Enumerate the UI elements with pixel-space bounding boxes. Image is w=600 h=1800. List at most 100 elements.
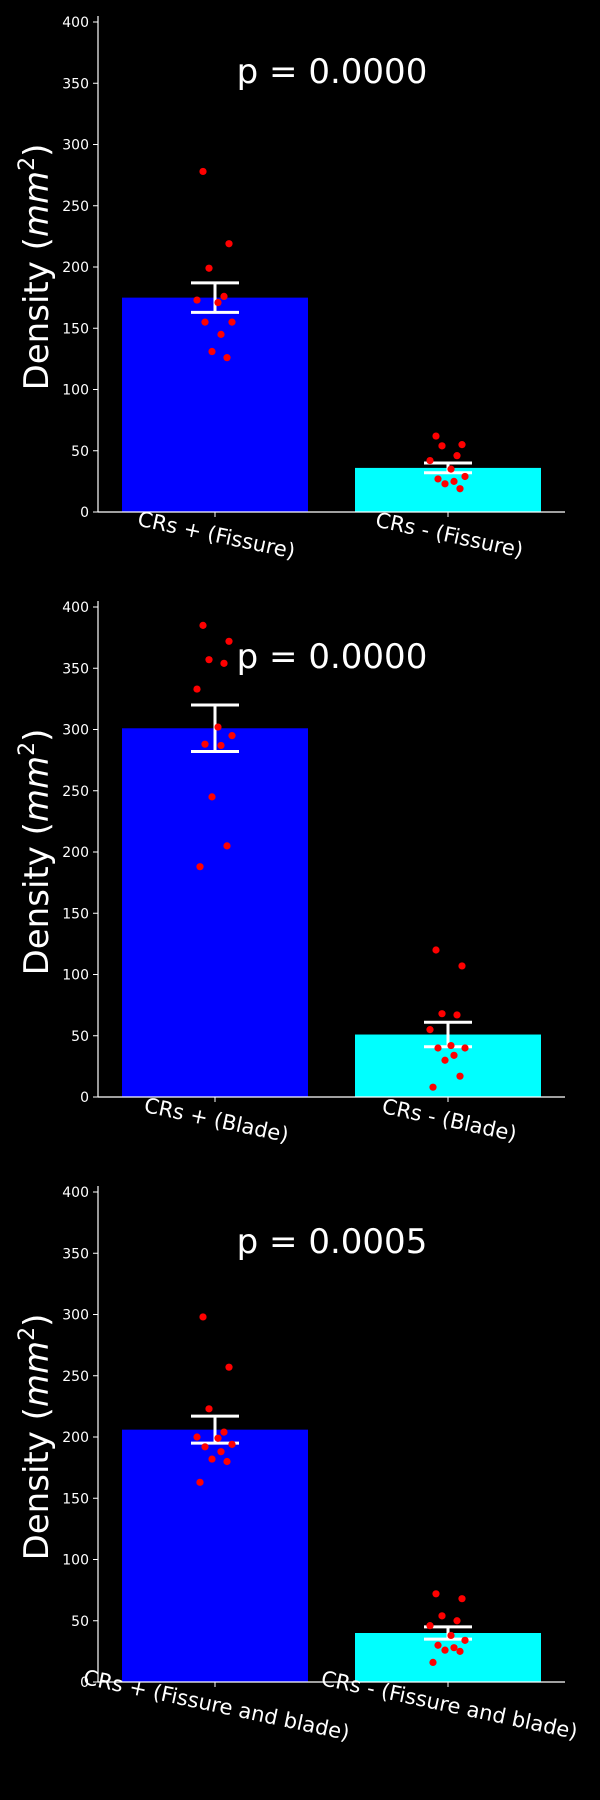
data-point [456,1647,464,1655]
y-tick-label: 350 [62,661,89,677]
data-point [458,962,466,970]
data-point [201,318,209,326]
points-series-1 [193,621,236,871]
x-tick-label: CRs + (Fissure) [136,507,298,564]
y-tick-label: 150 [62,906,89,922]
bar-1 [122,728,308,1097]
y-tick-label: 250 [62,1369,89,1385]
data-point [438,1612,446,1620]
points-series-2 [426,432,469,493]
data-point [429,1083,437,1091]
data-point [447,1631,455,1640]
data-point [223,354,231,362]
data-point [456,1072,464,1080]
data-point [228,1440,236,1448]
y-tick-label: 0 [80,505,89,521]
data-point [426,1622,434,1630]
p-value-annotation: p = 0.0005 [237,1222,428,1262]
data-point [426,1026,434,1034]
x-tick-label: CRs - (Blade) [380,1094,519,1146]
data-point [208,347,216,356]
bar-1 [122,1429,308,1682]
data-point [208,793,216,801]
bar-1 [122,297,308,512]
p-value-annotation: p = 0.0000 [237,637,428,677]
y-axis-label: Density (mm2) [15,1314,57,1561]
data-point [432,432,440,440]
y-tick-label: 400 [62,600,89,616]
data-point [450,1644,458,1652]
points-series-2 [426,1590,469,1666]
data-point [205,1405,213,1413]
data-point [461,1044,469,1052]
bar-2 [355,467,541,512]
y-tick-label: 0 [80,1675,89,1691]
data-point [196,1478,204,1486]
data-point [438,442,446,450]
data-point [453,452,461,460]
points-series-1 [193,167,236,362]
y-tick-label: 200 [62,1430,89,1446]
y-tick-label: 250 [62,199,89,215]
data-point [214,1434,222,1442]
data-point [225,240,233,248]
data-point [205,264,213,272]
error-bar-1 [191,281,239,314]
y-tick-label: 150 [62,1491,89,1507]
data-point [429,1658,437,1666]
chart-panel-1: 0 50 100 150 200 250 300 350 400 CRs + (Fissure) C… [15,15,565,564]
data-point [434,475,442,483]
data-point [453,1011,461,1019]
data-point [447,465,455,473]
data-point [458,1595,466,1603]
data-point [426,456,434,465]
data-point [441,1056,449,1064]
points-series-2 [426,946,469,1091]
y-axis-label: Density (mm2) [15,144,57,391]
data-point [461,1636,469,1644]
y-tick-label: 350 [62,76,89,92]
points-series-1 [193,1313,236,1486]
data-point [193,685,201,693]
y-tick-label: 50 [71,1614,89,1630]
chart-panel-2: 0 50 100 150 200 250 300 350 400 CRs + (Blade) CRs… [15,600,565,1147]
data-point [432,1590,440,1598]
data-point [199,167,207,176]
x-tick-label: CRs + (Blade) [142,1093,291,1147]
data-point [196,863,204,871]
data-point [438,1010,446,1018]
data-point [228,732,236,740]
data-point [205,656,213,664]
data-point [225,1363,233,1371]
data-point [208,1455,216,1463]
data-point [220,1428,228,1436]
data-point [450,477,458,485]
data-point [441,1646,449,1654]
y-tick-label: 300 [62,138,89,154]
data-point [432,946,440,954]
y-tick-label: 400 [62,15,89,31]
data-point [223,842,231,850]
data-point [214,723,222,731]
y-tick-label: 300 [62,723,89,739]
data-point [458,441,466,449]
data-point [201,740,209,748]
data-point [214,298,222,307]
data-point [220,292,228,300]
data-point [456,485,464,493]
y-tick-label: 350 [62,1246,89,1262]
y-tick-label: 100 [62,968,89,984]
y-axis-label: Density (mm2) [15,729,57,976]
data-point [228,318,236,326]
data-point [199,621,207,629]
data-point [193,296,201,304]
data-point [450,1051,458,1059]
y-tick-label: 50 [71,444,89,460]
data-point [434,1044,442,1052]
y-tick-label: 50 [71,1029,89,1045]
y-tick-label: 200 [62,845,89,861]
y-tick-label: 250 [62,784,89,800]
y-tick-label: 150 [62,321,89,337]
p-value-annotation: p = 0.0000 [237,52,428,92]
